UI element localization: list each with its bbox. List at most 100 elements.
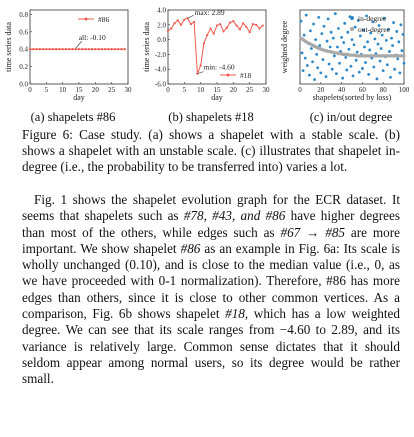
in-degree-point — [343, 21, 347, 25]
data-point — [202, 42, 206, 45]
data-point — [58, 47, 61, 51]
data-point — [166, 29, 170, 32]
data-point — [84, 47, 87, 51]
in-degree-point — [301, 69, 305, 73]
y-tick-label: 0.2 — [19, 63, 28, 71]
min-label: min: -4.60 — [203, 63, 234, 72]
x-tick-label: 60 — [359, 86, 367, 94]
in-degree-point — [402, 61, 406, 65]
in-degree-point — [373, 37, 377, 41]
x-tick-label: 20 — [230, 86, 238, 94]
in-degree-point — [387, 27, 390, 31]
data-point — [209, 27, 212, 30]
in-degree-point — [346, 30, 350, 34]
in-degree-point — [324, 75, 328, 78]
in-degree-point — [305, 64, 309, 67]
y-axis-label: time series data — [4, 22, 13, 72]
in-degree-point — [388, 50, 391, 53]
in-degree-point — [384, 38, 388, 42]
data-point — [206, 34, 209, 37]
x-tick-label: 40 — [338, 86, 346, 94]
in-degree-point — [300, 51, 304, 55]
in-degree-point — [311, 60, 314, 64]
data-point — [232, 20, 235, 23]
in-degree-point — [329, 30, 333, 34]
x-tick-label: 15 — [76, 86, 84, 94]
y-tick-label: 0.0 — [157, 36, 166, 44]
figure-6: 0 5 10 15 20 25 30 0.8 0.6 0.4 0.2 0.0 day time serie… — [0, 0, 414, 135]
in-degree-point — [315, 53, 319, 56]
text-run: Fig. 1 shows the shapelet evolution grap… — [22, 192, 400, 224]
in-degree-point — [314, 38, 317, 41]
y-tick-label: 0.6 — [19, 28, 28, 36]
in-degree-point — [349, 64, 353, 68]
data-point — [189, 22, 192, 26]
in-degree-point — [398, 71, 402, 75]
in-degree-point — [340, 35, 343, 39]
x-tick-label: 30 — [263, 86, 271, 94]
in-degree-point — [390, 36, 393, 40]
data-point — [90, 47, 94, 51]
in-degree-point — [357, 70, 361, 74]
x-tick-label: 10 — [59, 86, 67, 94]
data-point — [35, 47, 38, 51]
x-tick-label: 5 — [45, 86, 49, 94]
in-degree-point — [322, 24, 326, 28]
annotation-arrow — [75, 40, 82, 49]
data-point — [255, 23, 258, 26]
in-degree-point — [338, 61, 341, 65]
legend-marker — [350, 27, 354, 31]
legend-label: #18 — [240, 71, 252, 80]
in-degree-point — [331, 36, 335, 40]
data-point — [117, 47, 120, 51]
in-degree-point — [371, 20, 375, 24]
data-point — [107, 47, 110, 51]
data-point — [32, 47, 35, 51]
in-degree-point — [330, 67, 334, 71]
data-point — [110, 47, 113, 51]
data-point — [48, 47, 51, 51]
in-degree-point — [366, 40, 369, 44]
data-point — [61, 47, 64, 51]
in-degree-point — [376, 42, 380, 46]
in-degree-point — [389, 75, 392, 79]
x-tick-label: 20 — [317, 86, 325, 94]
x-tick-label: 30 — [125, 86, 133, 94]
in-degree-point — [327, 62, 331, 66]
text-run: , which has a low weighted degree. We ca… — [22, 306, 400, 387]
data-point — [238, 28, 241, 31]
data-point — [28, 47, 32, 51]
text-run-italic: #67 → #85 — [280, 224, 346, 240]
in-degree-point — [303, 56, 307, 60]
legend-label: out-degree — [358, 25, 391, 34]
in-degree-point — [317, 16, 321, 19]
in-degree-point — [363, 45, 366, 49]
data-point — [212, 32, 215, 35]
data-point — [222, 30, 225, 33]
data-point — [199, 64, 202, 67]
data-point — [123, 47, 126, 51]
y-tick-label: -2.0 — [155, 51, 167, 59]
legend-marker — [350, 16, 354, 20]
data-point — [74, 47, 77, 51]
chart-b: 0 5 10 15 20 25 30 4.0 2.0 0.0 -2.0 -4.0 -6.0 day time… — [142, 7, 271, 103]
data-point — [64, 47, 68, 51]
annotation-label: all: -0.10 — [79, 33, 106, 42]
in-degree-point — [335, 72, 338, 76]
y-tick-label: 4.0 — [157, 7, 166, 15]
in-degree-point — [365, 14, 368, 18]
in-degree-point — [375, 77, 379, 81]
data-point — [242, 22, 245, 25]
data-point — [225, 26, 228, 29]
in-degree-point — [319, 71, 323, 75]
in-degree-point — [361, 67, 364, 70]
in-degree-point — [378, 59, 382, 63]
x-tick-label: 20 — [92, 86, 100, 94]
in-degree-point — [368, 48, 372, 52]
data-point — [261, 24, 264, 27]
in-degree-point — [358, 34, 362, 38]
in-degree-point — [399, 23, 403, 27]
text-run: are more important. We show shapelet — [22, 224, 400, 256]
text-run-italic: #78, #43, and #86 — [183, 208, 286, 224]
in-degree-point — [336, 45, 339, 49]
